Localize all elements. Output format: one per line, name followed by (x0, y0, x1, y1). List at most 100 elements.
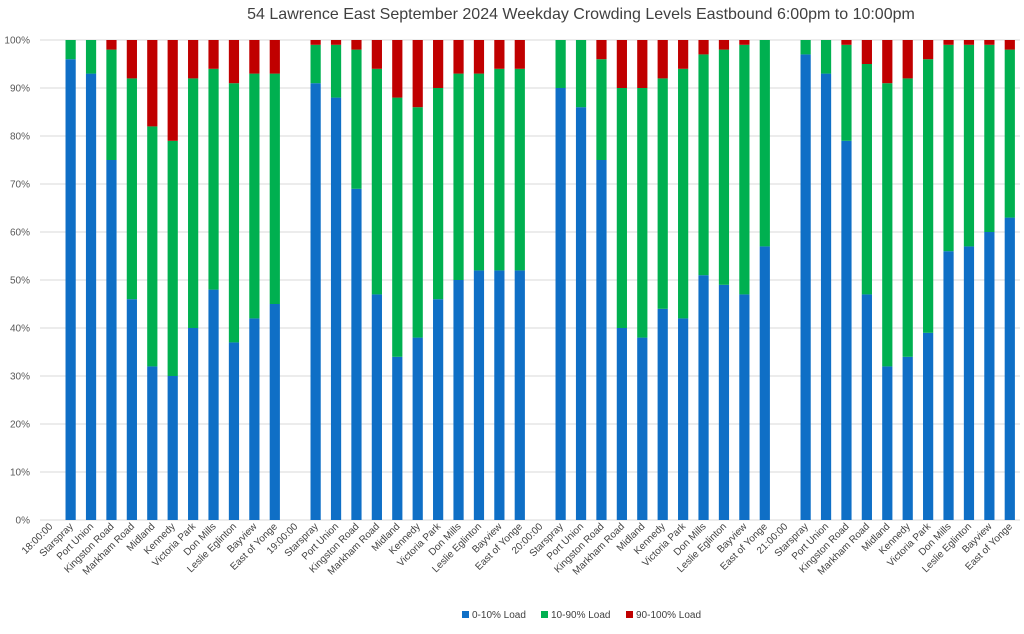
bar-segment (902, 40, 913, 79)
bar-segment (249, 73, 260, 319)
legend-label: 10-90% Load (551, 610, 611, 621)
bar-segment (820, 73, 832, 520)
bar-segment (310, 44, 321, 84)
legend: 0-10% Load 10-90% Load 90-100% Load (462, 610, 701, 621)
bar-segment (392, 40, 403, 98)
bar-segment (371, 40, 382, 69)
bar-segment (637, 337, 648, 520)
bar-segment (371, 68, 382, 295)
bar-segment (739, 40, 750, 45)
bar-segment (963, 44, 975, 247)
y-tick-label: 10% (10, 468, 30, 479)
chart-title: 54 Lawrence East September 2024 Weekday … (247, 6, 915, 23)
bar-segment (106, 40, 117, 50)
bar-segment (208, 68, 219, 290)
bar-segment (861, 64, 872, 295)
bar-segment (616, 328, 627, 520)
bar-segment (106, 160, 117, 520)
bar-segment (943, 40, 954, 45)
bar-segment (596, 160, 607, 520)
bar-segment (637, 40, 648, 88)
bar-segment (514, 270, 525, 520)
bar-segment (841, 44, 852, 141)
bar-segment (351, 49, 362, 189)
bar-segment (739, 294, 750, 520)
bar-segment (596, 59, 607, 161)
bar-segment (698, 275, 709, 520)
bar-segment (861, 294, 872, 520)
bar-segment (882, 40, 893, 84)
bar-segment (555, 88, 566, 520)
bar-segment (269, 304, 280, 520)
bar-segment (249, 318, 260, 520)
y-tick-label: 70% (10, 180, 30, 191)
bar-segment (616, 88, 627, 328)
bar-segment (943, 44, 954, 252)
bar-segment (85, 40, 97, 74)
bar-segment (718, 40, 730, 50)
bar-segment (269, 73, 280, 304)
bar-segment (147, 40, 158, 127)
y-tick-label: 30% (10, 372, 30, 383)
bar-segment (412, 337, 423, 520)
legend-swatch (462, 611, 469, 618)
bar-segment (820, 40, 832, 74)
bar-segment (228, 83, 240, 343)
y-axis-ticks: 0% 10% 20% 30% 40% 50% 60% 70% 80% 90% 100% (4, 36, 30, 527)
bar-segment (902, 78, 913, 357)
bar-segment (494, 68, 505, 271)
bar-segment (718, 49, 730, 285)
bar-segment (1004, 40, 1015, 50)
bar-segment (392, 97, 403, 357)
bar-segment (841, 140, 852, 521)
y-tick-label: 40% (10, 324, 30, 335)
bar-segment (208, 40, 219, 69)
bar-segment (188, 78, 199, 329)
bar-segment (65, 40, 76, 60)
grid-layer (40, 39, 1020, 521)
legend-swatch (626, 611, 633, 618)
y-tick-label: 100% (4, 36, 30, 47)
bar-segment (106, 49, 117, 160)
bar-segment (371, 294, 382, 520)
bar-segment (637, 88, 648, 338)
bar-segment (902, 356, 913, 520)
bar-segment (882, 366, 893, 520)
bar-segment (800, 40, 811, 55)
legend-label: 0-10% Load (472, 610, 526, 621)
bar-segment (739, 44, 750, 295)
bar-segment (310, 40, 321, 45)
y-tick-label: 60% (10, 228, 30, 239)
bar-segment (984, 232, 995, 520)
bar-segment (923, 59, 934, 333)
bar-segment (1004, 217, 1015, 520)
bar-segment (923, 332, 934, 520)
bar-segment (126, 299, 137, 520)
bar-segment (861, 40, 872, 64)
bar-segment (126, 40, 137, 79)
bar-segment (351, 188, 362, 521)
bar-segment (514, 68, 525, 271)
y-tick-label: 20% (10, 420, 30, 431)
bar-segment (269, 40, 280, 74)
bar-segment (228, 342, 240, 520)
bar-segment (351, 40, 362, 50)
bar-segment (514, 40, 525, 69)
bar-segment (453, 280, 464, 520)
bars-layer (65, 40, 1015, 521)
bar-segment (678, 318, 689, 520)
y-tick-label: 0% (16, 516, 31, 527)
bar-segment (473, 73, 485, 271)
bar-segment (657, 308, 668, 520)
bar-segment (412, 40, 423, 108)
bar-segment (167, 40, 178, 141)
bar-segment (575, 40, 587, 108)
bar-segment (494, 40, 505, 69)
bar-segment (249, 40, 260, 74)
y-tick-label: 90% (10, 84, 30, 95)
bar-segment (208, 289, 219, 520)
bar-segment (841, 40, 852, 45)
bar-segment (698, 54, 709, 276)
